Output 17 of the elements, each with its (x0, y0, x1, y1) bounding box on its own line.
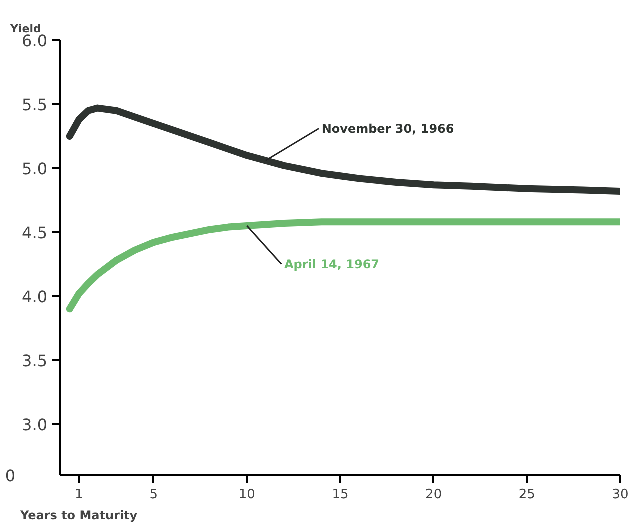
x-tick-label: 15 (332, 488, 349, 502)
y-tick-label: 5.5 (22, 95, 48, 114)
y-tick-label: 3.0 (22, 415, 48, 434)
y-tick-label: 4.5 (22, 223, 48, 242)
x-tick-label: 20 (426, 488, 442, 502)
x-tick-label: 5 (150, 488, 158, 502)
y-tick-label: 5.0 (22, 159, 48, 178)
x-tick-label: 1 (75, 488, 84, 502)
text: November 30, 1966 (322, 122, 454, 136)
y-tick-label: 4.0 (22, 287, 48, 306)
text: April 14, 1967 (284, 257, 380, 272)
x-axis-title: Years to Maturity (20, 508, 138, 522)
x-tick-label: 30 (612, 488, 629, 502)
x-tick-label: 10 (238, 488, 256, 502)
x-tick-label: 25 (518, 488, 536, 502)
text: 0 (5, 466, 16, 486)
y-tick-label: 3.5 (22, 351, 48, 370)
